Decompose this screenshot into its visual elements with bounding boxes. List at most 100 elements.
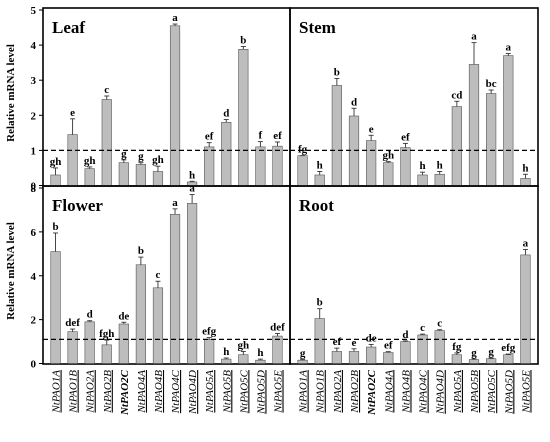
bar-flower-ntpao1b [67, 331, 78, 364]
flower-y-axis-label: Relative mRNA level [5, 222, 17, 320]
sig-label-leaf-ntpao5d: f [259, 130, 263, 142]
y-tick-label-leaf-4: 4 [31, 40, 37, 52]
sig-label-flower-ntpao1a: b [52, 221, 58, 233]
x-label-flower-ntpao2b: NtPAO2B [102, 370, 114, 414]
bar-flower-ntpao1a [50, 251, 61, 364]
sig-label-flower-ntpao1b: def [65, 317, 80, 329]
y-tick-label-leaf-0: 0 [31, 181, 37, 193]
x-label-root-ntpao5b: NtPAO5B [469, 370, 481, 414]
sig-label-stem-ntpao2c: e [369, 123, 374, 135]
sig-label-leaf-ntpao4c: a [172, 12, 178, 24]
bar-flower-ntpao2b [101, 344, 112, 364]
sig-label-flower-ntpao5b: h [223, 346, 229, 358]
x-label-root-ntpao5e: NtPAO5E [520, 370, 532, 414]
x-label-root-ntpao5c: NtPAO5C [486, 369, 498, 414]
sig-label-flower-ntpao4b: c [156, 269, 161, 281]
x-label-flower-ntpao1a: NtPAO1A [51, 370, 63, 414]
sig-label-leaf-ntpao4a: g [138, 151, 144, 163]
sig-label-stem-ntpao5c: bc [486, 78, 497, 90]
y-tick-label-leaf-1: 1 [31, 145, 37, 157]
sig-label-stem-ntpao1b: h [317, 159, 323, 171]
sig-label-flower-ntpao4a: b [138, 245, 144, 257]
bar-stem-ntpao5c [486, 93, 497, 186]
x-label-flower-ntpao5c: NtPAO5C [238, 369, 250, 414]
bar-stem-ntpao5b [468, 64, 480, 186]
flower-title: Flower [52, 196, 103, 215]
bar-root-ntpao4a [383, 352, 394, 364]
x-label-root-ntpao4d: NtPAO4D [435, 370, 447, 415]
bar-flower-ntpao5a [204, 339, 215, 364]
bar-root-ntpao5b [468, 359, 480, 364]
bar-flower-ntpao4c [169, 214, 181, 364]
bar-leaf-ntpao5c [238, 49, 249, 186]
sig-label-leaf-ntpao2a: gh [84, 155, 96, 167]
y-tick-label-flower-2: 2 [31, 315, 37, 327]
bar-leaf-ntpao1a [50, 174, 61, 186]
y-tick-label-flower-8: 8 [31, 183, 37, 195]
bar-root-ntpao5d [503, 354, 514, 364]
root-title: Root [299, 196, 334, 215]
sig-label-leaf-ntpao1a: gh [50, 156, 62, 168]
sig-label-root-ntpao4b: d [402, 329, 408, 341]
x-label-root-ntpao2a: NtPAO2A [332, 370, 344, 414]
bar-root-ntpao5e [520, 254, 531, 364]
bar-root-ntpao1a [297, 359, 308, 364]
x-label-flower-ntpao2a: NtPAO2A [85, 370, 97, 414]
bar-stem-ntpao5e [520, 178, 531, 186]
sig-label-leaf-ntpao4d: h [189, 169, 195, 181]
y-tick-label-flower-4: 4 [31, 271, 37, 283]
y-tick-label-leaf-5: 5 [31, 5, 37, 17]
x-label-flower-ntpao4b: NtPAO4B [153, 370, 165, 414]
bar-stem-ntpao2c [366, 140, 377, 186]
sig-label-flower-ntpao2c: de [118, 310, 129, 322]
bar-flower-ntpao2a [84, 321, 95, 364]
x-label-root-ntpao2b: NtPAO2B [349, 370, 361, 414]
leaf-y-axis-label: Relative mRNA level [5, 44, 17, 142]
sig-label-root-ntpao2a: ef [333, 336, 342, 348]
x-label-flower-ntpao4c: NtPAO4C [170, 369, 182, 414]
bar-leaf-ntpao4a [135, 164, 146, 186]
sig-label-stem-ntpao2a: b [334, 66, 340, 78]
bar-leaf-ntpao4b [152, 171, 164, 186]
sig-label-stem-ntpao4d: h [437, 159, 443, 171]
bar-root-ntpao5c [486, 358, 497, 364]
bar-leaf-ntpao1b [67, 134, 78, 186]
sig-label-leaf-ntpao2c: g [121, 148, 127, 160]
sig-label-stem-ntpao1a: fg [298, 144, 308, 156]
sig-label-root-ntpao1b: b [317, 297, 323, 309]
bar-leaf-ntpao2a [84, 168, 95, 186]
sig-label-root-ntpao4d: c [437, 318, 442, 330]
sig-label-stem-ntpao4c: h [420, 160, 426, 172]
bar-root-ntpao1b [314, 318, 325, 364]
bar-stem-ntpao4d [434, 173, 445, 186]
stem-title: Stem [299, 18, 336, 37]
bar-leaf-ntpao5d [255, 146, 266, 186]
sig-label-leaf-ntpao5c: b [240, 35, 246, 47]
bar-root-ntpao5a [451, 354, 462, 364]
bar-flower-ntpao5c [238, 354, 249, 364]
y-tick-label-flower-6: 6 [31, 227, 37, 239]
x-label-root-ntpao2c: NtPAO2C [366, 369, 378, 416]
y-tick-label-leaf-3: 3 [31, 75, 37, 87]
bar-stem-ntpao4c [417, 174, 428, 186]
x-label-root-ntpao4a: NtPAO4A [383, 370, 395, 414]
sig-label-root-ntpao5d: efg [501, 342, 516, 354]
sig-label-leaf-ntpao2b: c [104, 84, 109, 96]
bar-root-ntpao4b [400, 341, 411, 364]
sig-label-flower-ntpao5d: h [257, 347, 263, 359]
sig-label-root-ntpao5b: g [471, 347, 477, 359]
bar-stem-ntpao5a [451, 106, 462, 186]
sig-label-stem-ntpao4a: gh [382, 150, 394, 162]
bar-stem-ntpao5d [503, 55, 514, 186]
bar-stem-ntpao1a [297, 155, 308, 186]
bar-leaf-ntpao4c [169, 25, 181, 186]
x-label-flower-ntpao4a: NtPAO4A [136, 370, 148, 414]
bar-stem-ntpao4b [400, 147, 411, 186]
x-axis-gene-labels: NtPAO1A NtPAO1B NtPAO2A NtPAO2B NtPAO2C NtPAO… [51, 369, 533, 416]
sig-label-flower-ntpao5c: gh [238, 339, 250, 351]
sig-label-flower-ntpao2b: fgh [99, 328, 114, 340]
